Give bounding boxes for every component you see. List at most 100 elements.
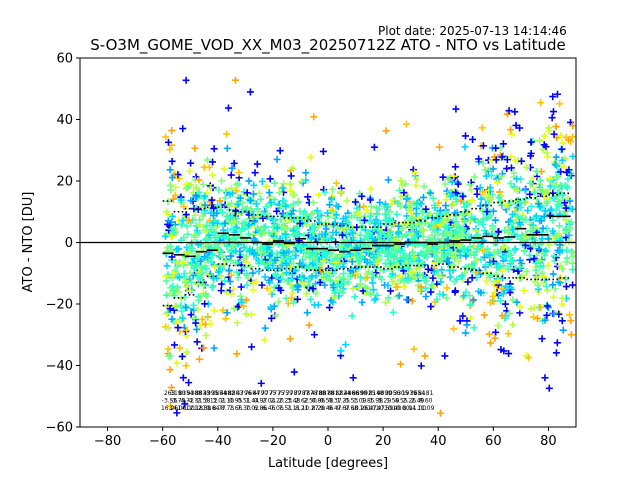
scatter-point xyxy=(513,186,521,194)
bin-annotation-text: 9925 xyxy=(360,390,375,397)
scatter-point xyxy=(489,293,497,301)
scatter-point xyxy=(351,293,359,301)
scatter-point xyxy=(176,327,184,335)
scatter-point xyxy=(253,160,261,168)
scatter-point xyxy=(240,302,247,310)
scatter-point xyxy=(257,379,265,387)
scatter-point xyxy=(520,247,528,255)
scatter-point xyxy=(166,146,174,154)
scatter-point xyxy=(559,191,567,199)
scatter-point xyxy=(481,166,489,174)
scatter-point xyxy=(400,278,408,286)
scatter-point xyxy=(200,282,208,290)
scatter-point xyxy=(286,335,294,343)
scatter-point xyxy=(439,173,447,181)
scatter-point xyxy=(532,266,540,274)
scatter-point xyxy=(356,273,364,281)
scatter-point xyxy=(332,179,340,187)
scatter-point xyxy=(553,162,561,170)
scatter-point xyxy=(238,298,246,306)
scatter-point xyxy=(217,262,225,270)
scatter-point xyxy=(320,257,328,265)
scatter-point xyxy=(420,183,428,191)
scatter-point xyxy=(394,283,402,291)
scatter-point xyxy=(289,200,297,208)
bin-annotation-text: 3.12 xyxy=(204,398,218,405)
scatter-point xyxy=(287,263,295,271)
scatter-point xyxy=(348,312,356,320)
scatter-point xyxy=(214,233,222,241)
scatter-point xyxy=(179,374,187,382)
scatter-point xyxy=(307,295,315,303)
scatter-point xyxy=(332,253,340,261)
scatter-point xyxy=(552,206,560,214)
scatter-point xyxy=(520,287,528,295)
scatter-point xyxy=(217,177,225,185)
scatter-point xyxy=(442,196,450,204)
scatter-point xyxy=(267,314,275,322)
scatter-point xyxy=(294,283,302,291)
scatter-point xyxy=(509,226,517,234)
scatter-point xyxy=(257,195,265,203)
scatter-point xyxy=(287,172,295,180)
scatter-point xyxy=(568,238,576,246)
scatter-point xyxy=(182,76,190,84)
scatter-point xyxy=(475,155,483,163)
scatter-point xyxy=(483,208,491,216)
scatter-point xyxy=(187,181,195,189)
scatter-point xyxy=(246,248,254,256)
scatter-point xyxy=(273,207,281,215)
scatter-point xyxy=(275,284,283,292)
scatter-point xyxy=(282,269,290,277)
scatter-point xyxy=(389,196,397,204)
scatter-point xyxy=(558,145,566,153)
scatter-point xyxy=(247,263,255,271)
scatter-point xyxy=(163,291,171,299)
scatter-point xyxy=(182,303,190,311)
scatter-point xyxy=(299,260,307,268)
scatter-point xyxy=(370,143,378,151)
scatter-point xyxy=(252,200,260,208)
scatter-point xyxy=(456,317,464,325)
scatter-point xyxy=(487,212,495,220)
scatter-point xyxy=(504,330,512,338)
scatter-point xyxy=(367,212,375,220)
scatter-point xyxy=(411,274,419,282)
scatter-point xyxy=(538,269,546,277)
scatter-point xyxy=(337,347,345,355)
scatter-point xyxy=(209,219,217,227)
scatter-point xyxy=(478,124,486,132)
scatter-point xyxy=(541,316,549,324)
bin-annotation-text: 7.51 xyxy=(279,405,293,412)
scatter-point xyxy=(454,180,462,188)
scatter-point xyxy=(296,273,304,281)
scatter-point xyxy=(533,314,541,322)
scatter-point xyxy=(259,245,267,253)
scatter-point xyxy=(429,194,437,202)
scatter-point xyxy=(361,216,369,224)
scatter-point xyxy=(534,281,542,289)
scatter-point xyxy=(491,288,499,296)
bin-annotation-text: 10.64 xyxy=(202,405,219,412)
y-axis-label: ATO - NTO [DU] xyxy=(21,192,36,293)
scatter-point xyxy=(168,218,176,226)
scatter-point xyxy=(376,198,384,206)
scatter-point xyxy=(364,229,372,237)
bin-annotation-text: 2.20 xyxy=(270,398,284,405)
scatter-point xyxy=(438,266,446,274)
scatter-point xyxy=(202,331,210,339)
scatter-point xyxy=(234,240,242,248)
scatter-point xyxy=(411,232,419,240)
scatter-point xyxy=(397,360,405,368)
scatter-point xyxy=(544,262,552,270)
scatter-point xyxy=(525,354,533,362)
bin-annotation-text: 3854 xyxy=(212,390,227,397)
scatter-point xyxy=(436,290,444,298)
scatter-point xyxy=(347,267,355,275)
scatter-point xyxy=(271,256,279,264)
scatter-point xyxy=(487,339,495,347)
scatter-point xyxy=(168,212,176,220)
scatter-point xyxy=(344,218,352,226)
scatter-point xyxy=(498,153,506,161)
